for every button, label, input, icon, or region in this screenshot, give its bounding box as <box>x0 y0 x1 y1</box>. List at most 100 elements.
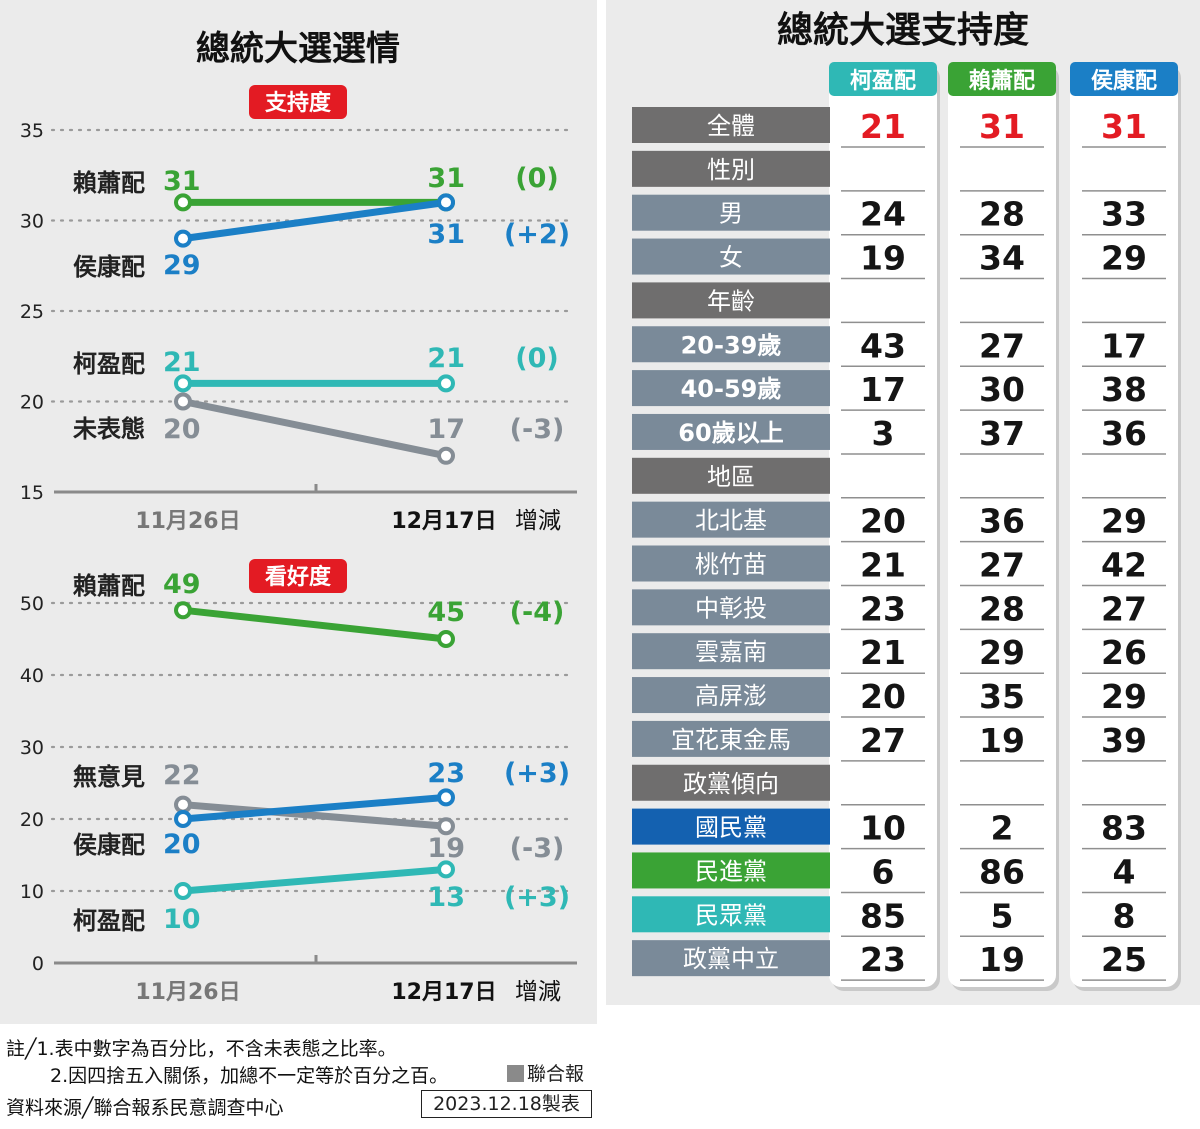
cell-value: 28 <box>979 589 1025 628</box>
outlook-marker <box>174 795 192 814</box>
outlook-change: (+3) <box>504 758 570 789</box>
cell-value: 29 <box>1101 677 1147 716</box>
outlook-series-name: 賴蕭配 <box>73 572 145 600</box>
column-header: 柯盈配 <box>850 68 916 94</box>
support-ytick: 35 <box>20 120 44 142</box>
cell-value: 35 <box>979 677 1025 716</box>
outlook-ytick: 0 <box>32 953 44 975</box>
row-label-bg <box>632 413 830 450</box>
row-label: 桃竹苗 <box>695 551 767 579</box>
column-header-bg <box>1070 62 1178 96</box>
row-label-bg <box>632 370 830 407</box>
row-label-bg <box>632 940 830 977</box>
row-label: 中彰投 <box>695 594 767 622</box>
cell-value: 27 <box>1101 589 1147 628</box>
support-end-value: 21 <box>427 343 465 374</box>
support-ytick: 25 <box>20 301 44 323</box>
support-marker <box>437 374 455 393</box>
support-xtick-1: 11月26日 <box>135 509 240 534</box>
support-start-value: 29 <box>163 250 201 281</box>
table-title: 總統大選支持度 <box>777 10 1029 51</box>
support-marker <box>174 229 192 248</box>
outlook-marker <box>437 630 455 648</box>
support-xtick-2: 12月17日 <box>391 509 496 534</box>
support-marker <box>437 446 455 465</box>
column-header-bg <box>829 62 937 96</box>
cell-value: 19 <box>979 940 1025 979</box>
cell-value: 27 <box>979 546 1025 585</box>
support-series-name: 侯康配 <box>73 253 145 281</box>
cell-value: 85 <box>860 896 906 935</box>
outlook-start-value: 22 <box>163 760 201 791</box>
outlook-marker <box>174 882 192 900</box>
support-ytick: 20 <box>20 392 44 414</box>
outlook-series-name: 柯盈配 <box>73 907 145 935</box>
support-marker <box>174 193 192 212</box>
cell-value: 36 <box>1101 414 1147 453</box>
row-label: 男 <box>719 200 743 228</box>
row-label-bg <box>632 545 830 582</box>
outlook-ytick: 30 <box>20 737 44 759</box>
outlook-series-line <box>179 606 450 643</box>
support-series-line <box>179 198 450 243</box>
column-card <box>948 62 1056 987</box>
row-label-bg <box>632 633 830 670</box>
support-change-header: 增減 <box>515 508 561 534</box>
row-label: 雲嘉南 <box>695 638 767 666</box>
row-label: 地區 <box>707 463 755 491</box>
row-label-bg <box>632 677 830 714</box>
cell-value: 36 <box>979 502 1025 541</box>
outlook-marker <box>437 860 455 879</box>
outlook-end-value: 45 <box>427 597 465 628</box>
cell-value: 17 <box>1101 326 1147 365</box>
cell-value: 21 <box>860 546 906 585</box>
cell-value: 29 <box>979 633 1025 672</box>
support-start-value: 20 <box>163 414 201 445</box>
row-label-bg <box>632 808 830 845</box>
support-ytick: 15 <box>20 482 44 504</box>
outlook-ytick: 10 <box>20 881 44 903</box>
cell-value: 21 <box>860 633 906 672</box>
row-label-bg <box>632 194 830 231</box>
cell-value: 37 <box>979 414 1025 453</box>
outlook-series-line <box>179 801 450 830</box>
cell-value: 25 <box>1101 940 1147 979</box>
outlook-ytick: 40 <box>20 665 44 687</box>
support-change: (0) <box>515 343 558 374</box>
row-label: 女 <box>719 244 743 272</box>
cell-value: 2 <box>991 809 1014 848</box>
cell-value: 23 <box>860 940 906 979</box>
row-label-bg <box>632 720 830 757</box>
cell-value: 6 <box>872 852 895 891</box>
cell-value: 24 <box>860 195 906 234</box>
support-marker <box>174 392 192 411</box>
publisher-logo: 聯合報 <box>507 1059 584 1086</box>
row-label: 全體 <box>707 112 755 140</box>
support-series-name: 賴蕭配 <box>73 169 145 197</box>
cell-value: 20 <box>860 502 906 541</box>
column-card <box>829 62 937 987</box>
outlook-end-value: 23 <box>427 758 465 789</box>
row-label-bg <box>632 457 830 494</box>
cell-value: 23 <box>860 589 906 628</box>
cell-value: 30 <box>979 370 1025 409</box>
cell-value: 29 <box>1101 502 1147 541</box>
cell-value: 31 <box>979 107 1025 146</box>
column-header: 賴蕭配 <box>969 68 1035 94</box>
support-change: (-3) <box>510 414 565 445</box>
cell-value: 38 <box>1101 370 1147 409</box>
cell-value: 27 <box>860 721 906 760</box>
cell-value: 5 <box>991 896 1014 935</box>
cell-value: 28 <box>979 195 1025 234</box>
support-change: (0) <box>515 163 558 194</box>
outlook-marker <box>174 810 192 828</box>
support-start-value: 31 <box>163 166 201 197</box>
outlook-change-header: 增減 <box>515 979 561 1005</box>
row-label: 政黨中立 <box>683 945 779 973</box>
cell-value: 4 <box>1113 852 1136 891</box>
cell-value: 21 <box>860 107 906 146</box>
row-label-bg <box>632 282 830 319</box>
outlook-series-name: 侯康配 <box>73 831 145 859</box>
cell-value: 43 <box>860 326 906 365</box>
